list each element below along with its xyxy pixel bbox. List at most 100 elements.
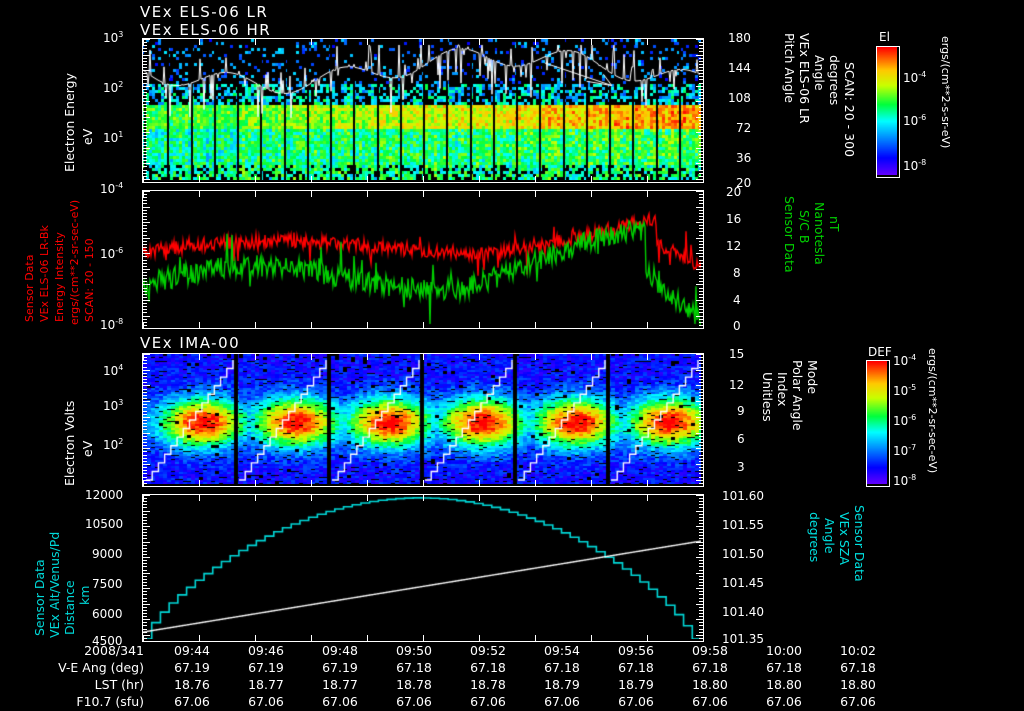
axis-tick — [143, 616, 147, 617]
axis-tick — [143, 294, 147, 295]
f107-cell: 67.06 — [692, 694, 728, 709]
axis-tick — [143, 638, 147, 639]
panel2-ytick-1: 10-4 — [100, 181, 124, 196]
panel1-rtick-108: 108 — [728, 91, 751, 105]
axis-tick — [143, 373, 147, 374]
axis-tick — [699, 560, 703, 561]
axis-tick — [199, 480, 200, 486]
axis-tick — [143, 300, 150, 301]
axis-tick — [367, 495, 368, 501]
axis-tick — [696, 511, 703, 512]
axis-tick — [699, 309, 703, 310]
panel4-plot-area[interactable] — [142, 494, 704, 642]
axis-tick — [535, 191, 536, 197]
axis-tick — [143, 392, 147, 393]
panel1-colorbar — [876, 46, 900, 178]
axis-tick — [143, 263, 147, 264]
axis-tick — [143, 176, 144, 182]
axis-tick — [699, 219, 703, 220]
axis-tick — [699, 67, 703, 68]
panel3-left-axis-units: eV — [80, 440, 95, 457]
axis-tick — [143, 514, 147, 515]
panel1-colorbar-units: ergs/(cm**2-s-sr-eV) — [939, 36, 952, 149]
axis-tick — [255, 191, 256, 197]
axis-tick — [699, 598, 703, 599]
axis-tick — [699, 182, 703, 183]
axis-tick — [699, 548, 703, 549]
panel3-title: VEx IMA-00 — [140, 334, 241, 352]
axis-tick — [143, 576, 147, 577]
axis-tick — [699, 445, 703, 446]
axis-tick — [143, 284, 150, 285]
axis-tick — [699, 535, 703, 536]
row-label-lst: LST (hr) — [94, 677, 144, 692]
axis-tick — [699, 173, 703, 174]
axis-tick — [696, 300, 703, 301]
axis-tick — [367, 635, 368, 641]
axis-tick — [591, 191, 592, 197]
axis-tick — [143, 429, 147, 430]
axis-tick — [143, 464, 150, 465]
axis-tick — [199, 354, 200, 360]
panel4-line-canvas — [143, 495, 701, 639]
axis-tick — [699, 129, 703, 130]
axis-tick — [143, 70, 150, 71]
axis-tick — [699, 247, 703, 248]
axis-tick — [199, 322, 200, 328]
axis-tick — [143, 504, 147, 505]
axis-tick — [143, 585, 147, 586]
panel2-left-label-energy-intensity: Energy Intensity — [53, 232, 66, 322]
f107-cell: 67.06 — [248, 694, 284, 709]
axis-tick — [699, 514, 703, 515]
panel2-left-label-sensor-data: Sensor Data — [23, 254, 36, 322]
axis-tick — [143, 231, 147, 232]
axis-tick — [143, 436, 147, 437]
axis-tick — [143, 39, 144, 45]
axis-tick — [696, 284, 703, 285]
axis-tick — [367, 354, 368, 360]
axis-tick — [699, 306, 703, 307]
axis-tick — [143, 312, 147, 313]
axis-tick — [143, 260, 147, 261]
axis-tick — [143, 129, 147, 130]
axis-tick — [699, 241, 703, 242]
axis-tick — [143, 551, 147, 552]
axis-tick — [143, 275, 147, 276]
time-cell: 10:00 — [765, 643, 803, 658]
f107-cell: 67.06 — [840, 694, 876, 709]
axis-tick — [699, 89, 703, 90]
axis-tick — [143, 501, 147, 502]
panel1-plot-area[interactable] — [142, 38, 704, 183]
lst-cell: 18.79 — [544, 677, 580, 692]
axis-tick — [699, 157, 703, 158]
panel3-left-axis-label: Electron Volts — [62, 400, 77, 486]
axis-tick — [696, 253, 703, 254]
axis-tick — [143, 363, 147, 364]
axis-tick — [535, 176, 536, 182]
axis-tick — [699, 64, 703, 65]
axis-tick — [143, 117, 150, 118]
lst-cell: 18.80 — [692, 677, 728, 692]
panel4-right-label-degrees: degrees — [807, 512, 822, 563]
axis-tick — [699, 576, 703, 577]
panel3-plot-area[interactable] — [142, 353, 704, 487]
panel3-right-label-mode: Mode — [805, 360, 820, 395]
axis-tick — [255, 354, 256, 360]
axis-tick — [699, 114, 703, 115]
axis-tick — [696, 70, 703, 71]
axis-tick — [311, 635, 312, 641]
axis-tick — [143, 123, 147, 124]
axis-tick — [143, 148, 150, 149]
axis-tick — [143, 95, 147, 96]
axis-tick — [699, 483, 703, 484]
axis-tick — [535, 39, 536, 45]
axis-tick — [696, 86, 703, 87]
panel3-colorbar-tick-3: 10-6 — [893, 413, 917, 428]
panel2-rtick-0: 0 — [733, 319, 741, 333]
panel2-right-label-nanotesla: Nanotesla — [812, 202, 827, 265]
axis-tick — [535, 354, 536, 360]
axis-tick — [143, 526, 150, 527]
panel1-left-axis-units-text: eV — [80, 128, 95, 145]
panel2-plot-area[interactable] — [142, 190, 704, 329]
axis-tick — [199, 495, 200, 501]
